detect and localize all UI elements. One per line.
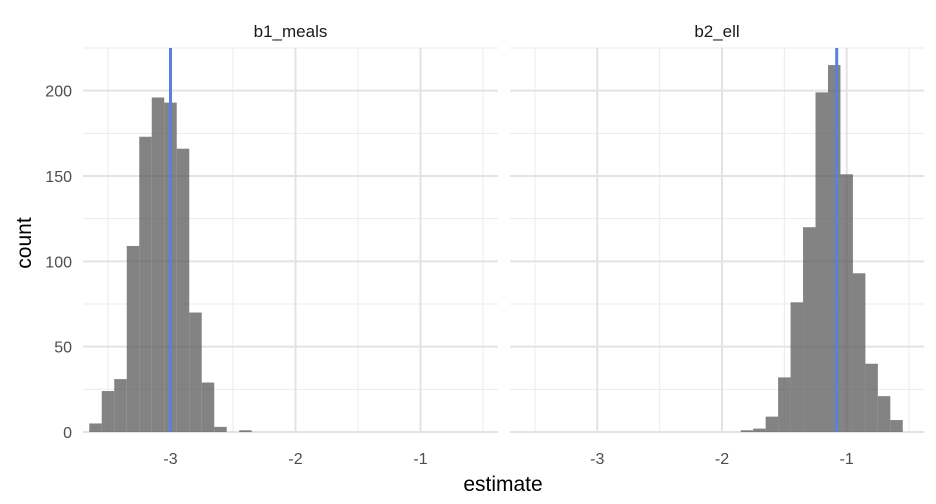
y-tick-label: 150: [45, 169, 72, 186]
y-tick-label: 100: [45, 254, 72, 271]
facet-title: b2_ell: [694, 22, 739, 41]
x-tick-label: -2: [288, 451, 302, 468]
x-tick-label: -3: [163, 451, 177, 468]
x-tick-label: -1: [413, 451, 427, 468]
histogram-bar: [877, 396, 891, 432]
histogram-bar: [815, 92, 828, 432]
y-tick-label: 0: [63, 425, 72, 442]
histogram-bar: [740, 430, 754, 432]
histogram-bar: [765, 416, 779, 432]
histogram-bar: [865, 363, 878, 432]
histogram-bar: [803, 227, 816, 432]
histogram-bar: [890, 420, 903, 432]
histogram-bar: [753, 428, 766, 432]
histogram-bar: [790, 302, 804, 432]
y-tick-label: 50: [54, 340, 72, 357]
histogram-bar: [239, 430, 252, 432]
histogram-bar: [201, 382, 215, 432]
histogram-bar: [852, 273, 866, 432]
histogram-bar: [89, 423, 102, 432]
histogram-bar: [126, 245, 140, 432]
x-tick-label: -2: [715, 451, 729, 468]
histogram-bar: [176, 148, 190, 432]
x-axis-title: estimate: [463, 473, 542, 496]
histogram-bar: [840, 174, 853, 432]
histogram-bar: [189, 312, 202, 432]
histogram-bar: [827, 65, 841, 433]
histogram-bar: [151, 97, 165, 432]
histogram-bar: [214, 426, 227, 432]
y-axis-title: count: [13, 217, 36, 269]
x-tick-label: -1: [840, 451, 854, 468]
histogram-bar: [114, 379, 127, 432]
histogram-bar: [778, 377, 791, 432]
histogram-bar: [101, 391, 115, 432]
histogram-bar: [139, 136, 152, 432]
facet-title: b1_meals: [254, 22, 328, 41]
x-tick-label: -3: [590, 451, 604, 468]
y-tick-label: 200: [45, 84, 72, 101]
